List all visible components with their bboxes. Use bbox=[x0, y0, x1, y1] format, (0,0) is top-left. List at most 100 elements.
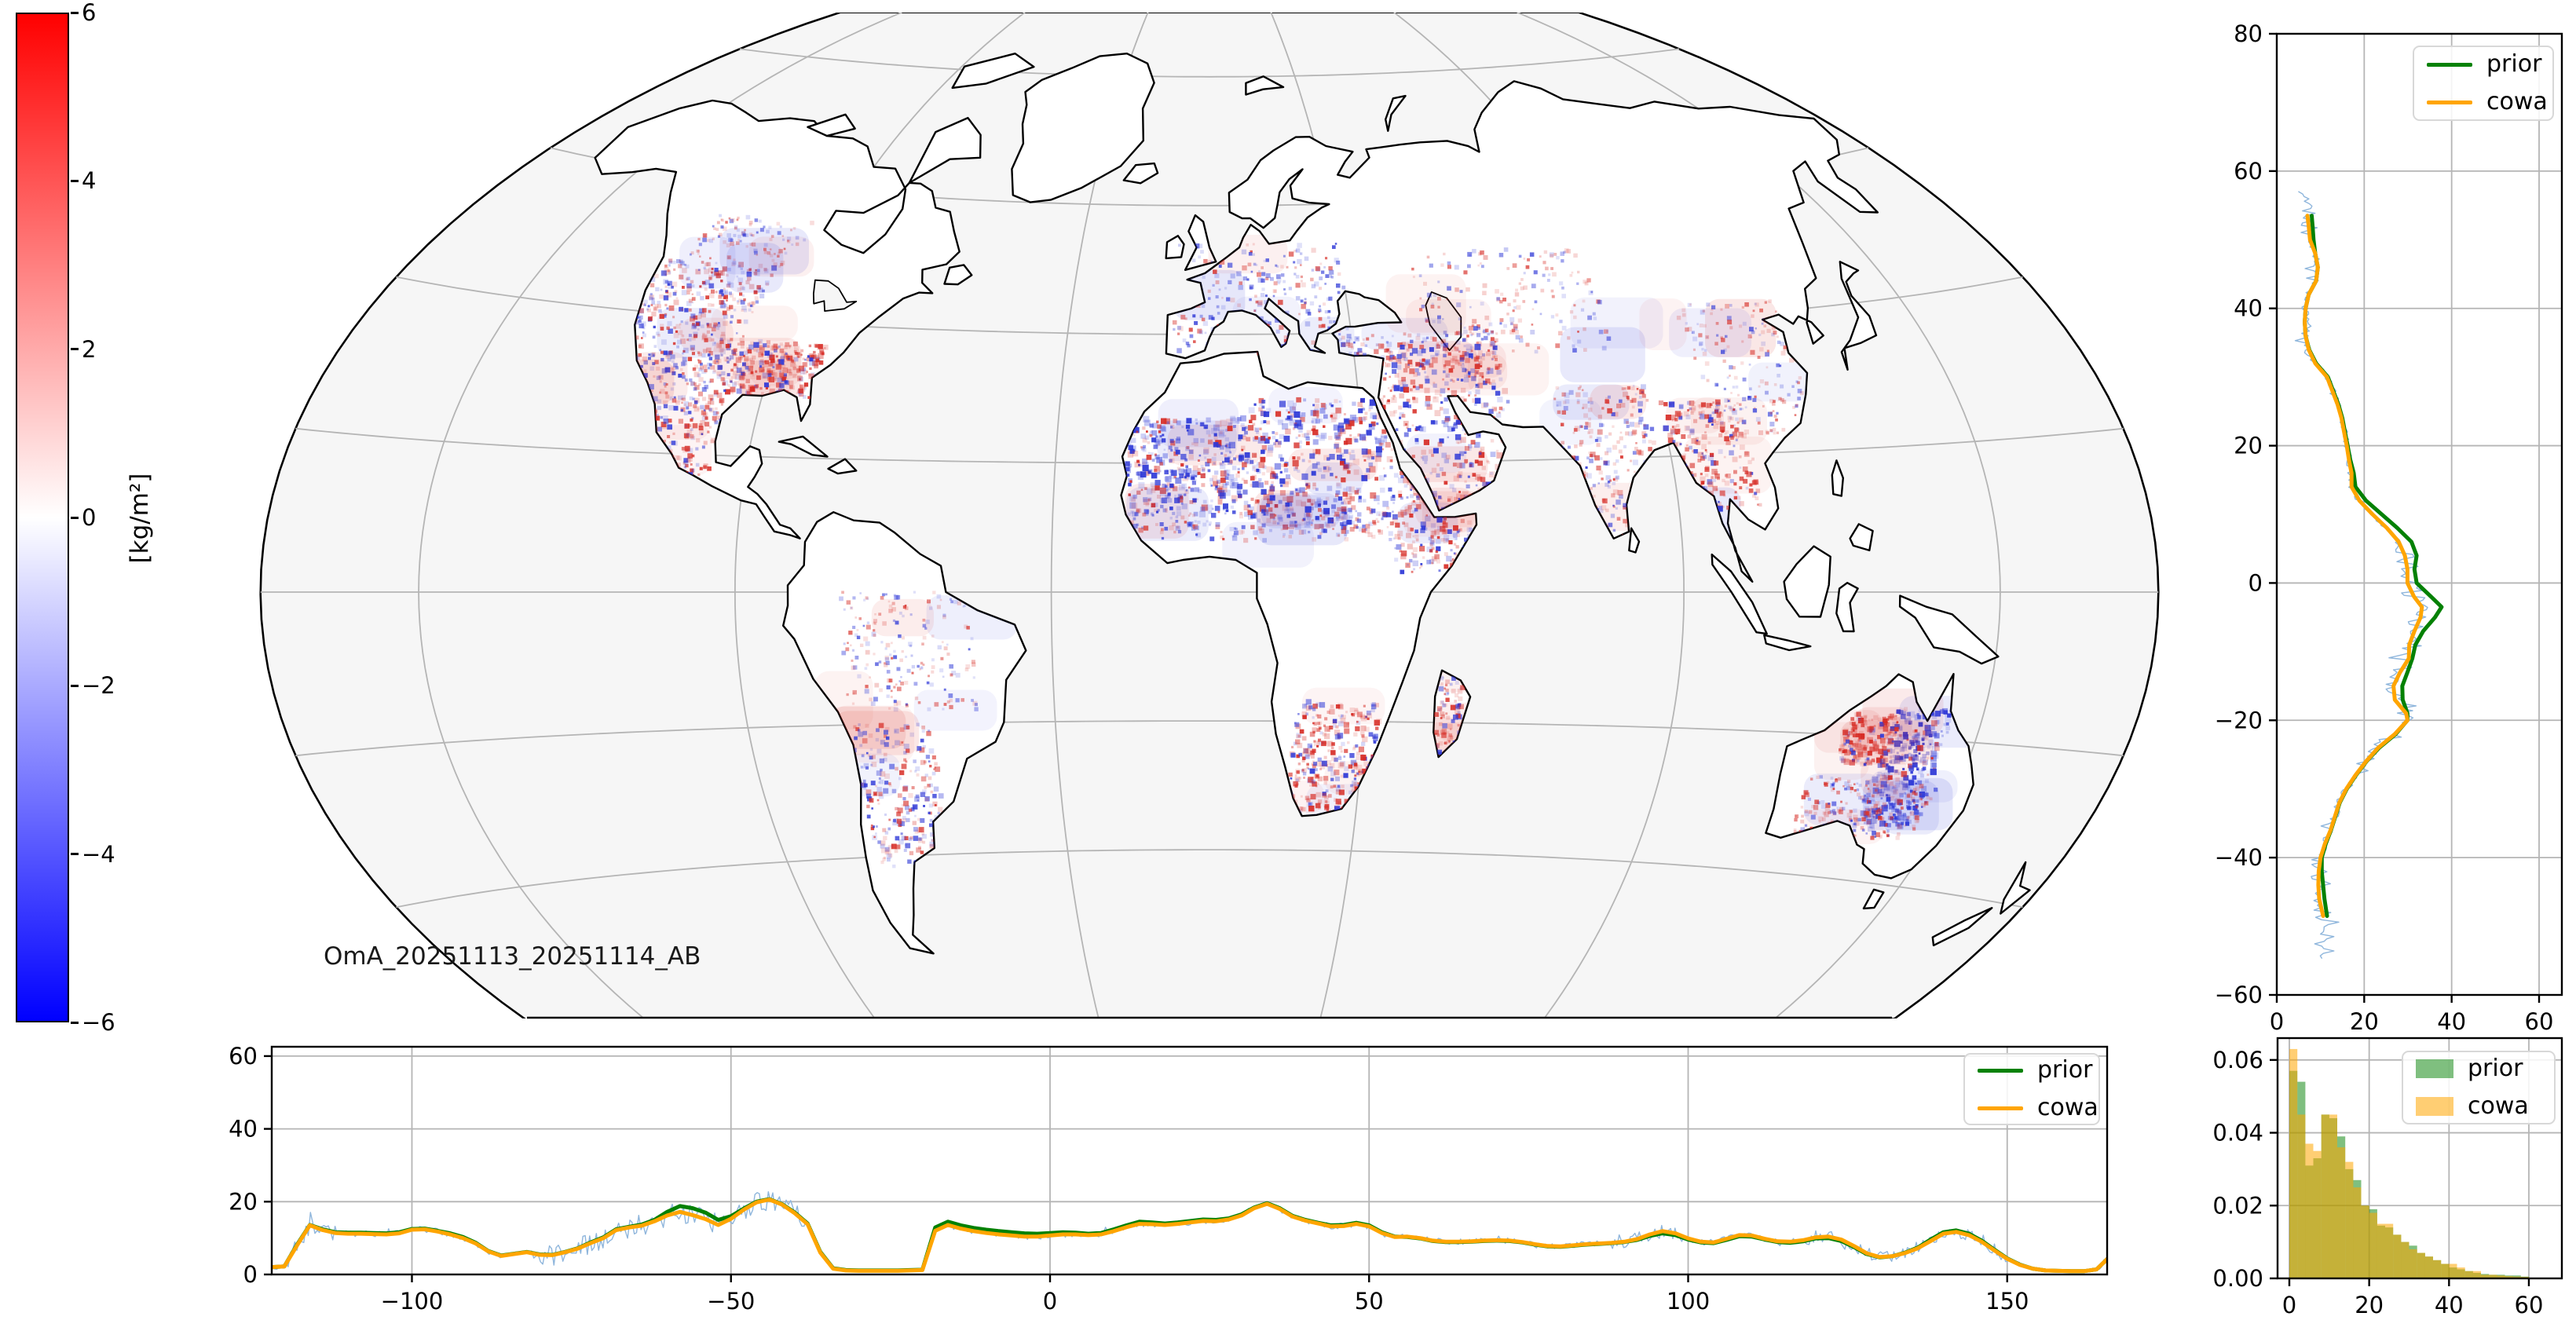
anomaly-speckle bbox=[1303, 398, 1307, 402]
anomaly-speckle bbox=[1192, 524, 1195, 528]
anomaly-speckle bbox=[922, 635, 927, 640]
anomaly-speckle bbox=[718, 294, 723, 299]
anomaly-speckle bbox=[1322, 792, 1326, 796]
anomaly-speckle bbox=[847, 642, 849, 645]
anomaly-speckle bbox=[675, 455, 680, 460]
anomaly-speckle bbox=[798, 393, 802, 397]
anomaly-speckle bbox=[1381, 429, 1387, 434]
anomaly-speckle bbox=[686, 406, 690, 410]
anomaly-speckle bbox=[859, 592, 862, 594]
anomaly-speckle bbox=[1420, 521, 1426, 528]
anomaly-speckle bbox=[792, 366, 796, 371]
anomaly-speckle bbox=[1397, 511, 1404, 517]
anomaly-speckle bbox=[1180, 454, 1187, 460]
anomaly-speckle bbox=[971, 699, 974, 702]
anomaly-speckle bbox=[1370, 708, 1375, 713]
anomaly-speckle bbox=[878, 660, 882, 664]
anomaly-speckle bbox=[800, 353, 803, 357]
anomaly-speckle bbox=[1269, 513, 1275, 519]
anomaly-speckle bbox=[704, 385, 708, 389]
anomaly-speckle bbox=[783, 353, 789, 358]
anomaly-speckle bbox=[1316, 728, 1321, 732]
anomaly-speckle bbox=[682, 349, 686, 353]
anomaly-speckle bbox=[690, 436, 695, 441]
anomaly-speckle bbox=[691, 324, 697, 330]
anomaly-speckle bbox=[799, 376, 804, 382]
anomaly-speckle bbox=[1357, 401, 1363, 408]
anomaly-speckle bbox=[1230, 417, 1237, 424]
anomaly-speckle bbox=[1308, 520, 1313, 525]
anomaly-speckle bbox=[1227, 426, 1233, 432]
anomaly-speckle bbox=[884, 781, 889, 785]
anomaly-speckle bbox=[776, 382, 781, 388]
anomaly-speckle bbox=[1380, 434, 1384, 438]
anomaly-speckle bbox=[896, 818, 902, 824]
anomaly-speckle bbox=[1376, 452, 1382, 458]
anomaly-speckle bbox=[1175, 515, 1179, 519]
anomaly-speckle bbox=[1371, 704, 1377, 710]
anomaly-speckle bbox=[1351, 449, 1355, 453]
anomaly-speckle bbox=[930, 790, 934, 794]
anomaly-speckle bbox=[860, 766, 864, 769]
anomaly-speckle bbox=[1222, 488, 1228, 492]
anomaly-speckle bbox=[794, 346, 800, 352]
anomaly-speckle bbox=[891, 745, 895, 748]
anomaly-speckle bbox=[855, 727, 860, 731]
anomaly-speckle bbox=[1179, 474, 1184, 478]
anomaly-speckle bbox=[758, 352, 763, 358]
anomaly-speckle bbox=[1195, 487, 1200, 492]
anomaly-speckle bbox=[1326, 710, 1330, 714]
anomaly-speckle bbox=[1263, 494, 1270, 500]
anomaly-speckle bbox=[1195, 525, 1199, 531]
anomaly-speckle bbox=[1171, 470, 1177, 476]
anomaly-speckle bbox=[716, 371, 722, 376]
anomaly-speckle bbox=[1358, 770, 1363, 776]
anomaly-speckle bbox=[717, 359, 722, 364]
anomaly-speckle bbox=[929, 843, 935, 849]
anomaly-speckle bbox=[1280, 528, 1283, 531]
anomaly-speckle bbox=[934, 815, 939, 821]
anomaly-speckle bbox=[706, 330, 710, 334]
anomaly-speckle bbox=[869, 798, 874, 803]
anomaly-speckle bbox=[1188, 523, 1191, 526]
anomaly-speckle bbox=[1269, 495, 1275, 501]
anomaly-speckle bbox=[1262, 510, 1269, 516]
anomaly-speckle bbox=[1140, 464, 1142, 466]
anomaly-speckle bbox=[854, 616, 858, 619]
anomaly-speckle bbox=[1315, 516, 1319, 521]
anomaly-speckle bbox=[643, 360, 648, 365]
coastline-nz-south bbox=[1931, 907, 1993, 947]
anomaly-speckle bbox=[657, 334, 660, 337]
anomaly-speckle bbox=[660, 327, 664, 331]
anomaly-speckle bbox=[649, 293, 653, 296]
anomaly-speckle bbox=[1228, 459, 1233, 465]
anomaly-speckle bbox=[1244, 457, 1251, 464]
anomaly-speckle bbox=[686, 338, 690, 342]
anomaly-speckle bbox=[1281, 463, 1285, 467]
anomaly-speckle bbox=[770, 273, 774, 277]
anomaly-speckle bbox=[1319, 767, 1323, 770]
anomaly-speckle bbox=[905, 704, 909, 708]
anomaly-speckle bbox=[684, 445, 690, 452]
anomaly-speckle bbox=[866, 597, 869, 601]
anomaly-speckle bbox=[664, 280, 668, 283]
anomaly-speckle bbox=[1405, 509, 1411, 515]
anomaly-speckle bbox=[1266, 517, 1272, 523]
anomaly-speckle bbox=[1343, 526, 1347, 530]
anomaly-speckle bbox=[1161, 418, 1167, 424]
anomaly-speckle bbox=[1247, 510, 1253, 515]
anomaly-speckle bbox=[810, 372, 815, 377]
anomaly-speckle bbox=[1159, 425, 1165, 431]
anomaly-speckle bbox=[1250, 483, 1253, 487]
anomaly-speckle bbox=[1241, 448, 1244, 452]
anomaly-speckle bbox=[1316, 497, 1321, 502]
anomaly-speckle bbox=[1360, 397, 1365, 403]
anomaly-speckle bbox=[1303, 777, 1305, 779]
anomaly-speckle bbox=[1241, 525, 1246, 529]
anomaly-speckle bbox=[686, 277, 689, 281]
anomaly-speckle bbox=[674, 290, 678, 293]
anomaly-speckle bbox=[785, 342, 790, 347]
graticule-parallel bbox=[739, 48, 1680, 78]
anomaly-speckle bbox=[882, 857, 886, 861]
anomaly-speckle bbox=[916, 847, 921, 853]
